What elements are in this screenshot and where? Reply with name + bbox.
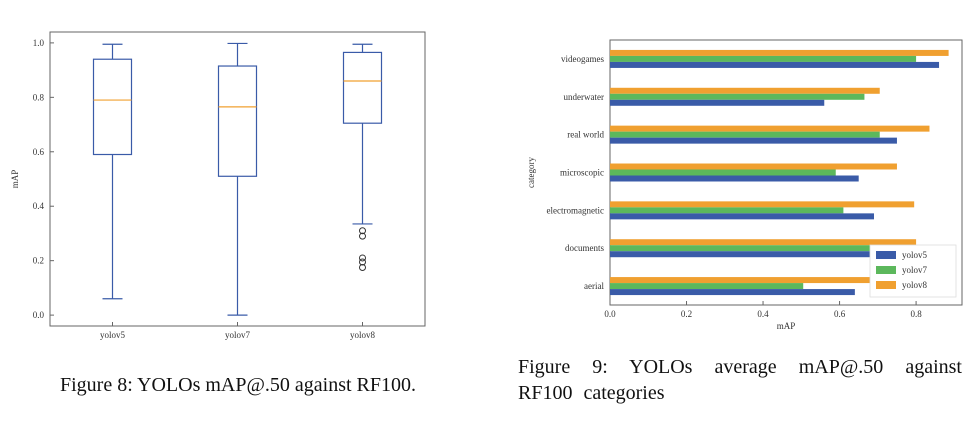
x-tick-label: 0.6 <box>834 309 846 319</box>
bar-yolov5-underwater <box>610 99 825 106</box>
legend-swatch-yolov7 <box>876 266 896 274</box>
y-tick-label: documents <box>565 243 604 253</box>
x-tick-label: 0.0 <box>604 309 616 319</box>
bar-yolov5-documents <box>610 251 884 258</box>
y-tick-label: aerial <box>584 281 604 291</box>
iqr-box <box>342 51 383 124</box>
y-tick-label: microscopic <box>560 168 604 178</box>
bar-yolov8-microscopic <box>610 163 897 170</box>
bar-yolov7-underwater <box>610 93 865 100</box>
y-tick-label: 1.0 <box>33 38 45 48</box>
figure-8: 0.0 0.2 0.4 0.6 0.8 1.0 mAP yolov5 yolov7 yolov8 … <box>0 0 450 427</box>
outlier-point <box>359 227 366 235</box>
y-tick-label: 0.6 <box>33 147 45 157</box>
outlier-point <box>359 263 366 271</box>
bar-yolov8-real-world <box>610 125 930 132</box>
x-tick-label: 0.4 <box>757 309 769 319</box>
figure-9-caption: Figure 9: YOLOs average mAP@.50 against … <box>518 356 962 404</box>
bar-yolov7-electromagnetic <box>610 207 844 214</box>
y-tick-label: electromagnetic <box>547 205 604 215</box>
bar-yolov5-aerial <box>610 289 855 296</box>
box-yolov8 <box>342 43 383 271</box>
outlier-point <box>359 258 366 266</box>
legend-swatch-yolov8 <box>876 281 896 289</box>
bar-yolov5-real-world <box>610 137 897 144</box>
bar-yolov5-microscopic <box>610 175 859 182</box>
y-tick-label: underwater <box>564 92 604 102</box>
iqr-box <box>92 58 133 156</box>
bar-yolov8-aerial <box>610 277 882 284</box>
bar-yolov8-videogames <box>610 49 949 56</box>
legend-label-yolov8: yolov8 <box>902 280 928 290</box>
legend-label-yolov7: yolov7 <box>902 265 928 275</box>
y-axis-label: category <box>526 157 536 188</box>
bar-yolov7-aerial <box>610 283 804 290</box>
x-tick-label: yolov8 <box>350 330 376 340</box>
box-yolov5 <box>92 43 133 300</box>
y-axis-label: mAP <box>10 170 20 189</box>
x-tick-label: yolov5 <box>100 330 126 340</box>
y-tick-label: 0.8 <box>33 92 45 102</box>
legend-swatch-yolov5 <box>876 251 896 259</box>
bar-yolov7-documents <box>610 245 888 252</box>
x-axis-label: mAP <box>777 321 796 331</box>
iqr-box <box>217 65 258 177</box>
bar-yolov7-microscopic <box>610 169 836 176</box>
barh-chart: 0.0 0.2 0.4 0.6 0.8 mAP category videogames unde… <box>526 39 963 331</box>
figure-9: 0.0 0.2 0.4 0.6 0.8 mAP category videogames unde… <box>470 0 970 427</box>
outlier-point <box>359 254 366 262</box>
bar-yolov5-videogames <box>610 61 940 68</box>
x-tick-label: yolov7 <box>225 330 251 340</box>
bar-yolov8-electromagnetic <box>610 201 915 208</box>
y-tick-label: 0.0 <box>33 310 45 320</box>
bar-yolov8-underwater <box>610 87 880 94</box>
y-tick-label: real world <box>567 130 604 140</box>
x-tick-label: 0.2 <box>681 309 692 319</box>
x-tick-label: 0.8 <box>910 309 922 319</box>
bar-yolov8-documents <box>610 239 917 246</box>
bar-yolov7-videogames <box>610 55 917 62</box>
bar-yolov7-real-world <box>610 131 880 138</box>
figure-8-caption: Figure 8: YOLOs mAP@.50 against RF100. <box>60 374 417 396</box>
legend-label-yolov5: yolov5 <box>902 250 928 260</box>
bar-yolov5-electromagnetic <box>610 213 874 220</box>
box-yolov7 <box>217 42 258 316</box>
boxplot-chart: 0.0 0.2 0.4 0.6 0.8 1.0 mAP yolov5 yolov7 yolov8 <box>10 31 426 340</box>
y-tick-label: 0.2 <box>33 256 44 266</box>
y-tick-label: videogames <box>561 54 604 64</box>
y-tick-label: 0.4 <box>33 201 45 211</box>
outlier-point <box>359 232 366 240</box>
